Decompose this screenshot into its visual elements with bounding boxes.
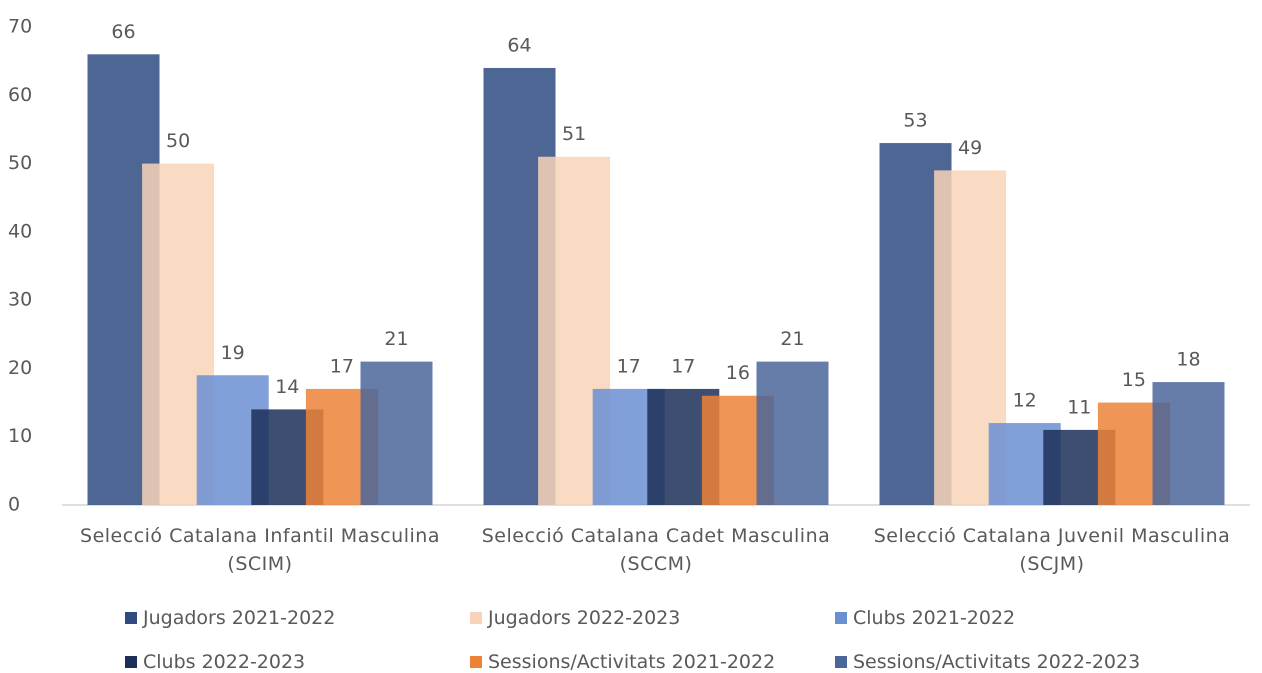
y-tick-label: 10 [8,425,32,447]
y-tick-label: 40 [8,220,32,242]
data-label: 12 [1013,390,1037,412]
y-tick-label: 60 [8,84,32,106]
legend-label: Clubs 2022-2023 [143,651,306,673]
x-tick-label: Selecció Catalana Infantil Masculina (SC… [80,525,440,575]
y-tick-label: 70 [8,16,32,38]
data-label: 64 [507,34,531,56]
data-label: 17 [617,355,641,377]
legend-label: Jugadors 2021-2022 [143,607,336,629]
data-label: 21 [384,328,408,350]
legend-label: Jugadors 2022-2023 [488,607,681,629]
legend-item: Jugadors 2021-2022 [125,605,335,631]
legend-label: Sessions/Activitats 2022-2023 [853,651,1141,673]
data-label: 21 [780,328,804,350]
legend-item: Clubs 2022-2023 [125,649,305,673]
legend-swatch [125,656,137,668]
legend-swatch [835,612,847,624]
legend-label: Sessions/Activitats 2021-2022 [488,651,776,673]
legend-item: Sessions/Activitats 2022-2023 [835,649,1140,673]
legend-label: Clubs 2021-2022 [853,607,1016,629]
data-label: 49 [958,137,982,159]
data-label: 17 [330,355,354,377]
x-tick-label: Selecció Catalana Juvenil Masculina (SCJ… [873,525,1231,575]
data-label: 19 [221,342,245,364]
data-label: 51 [562,123,586,145]
data-label: 50 [166,130,190,152]
data-label: 17 [671,355,695,377]
data-label: 14 [275,376,299,398]
data-label: 66 [111,21,135,43]
data-label: 16 [726,362,750,384]
data-label: 11 [1067,396,1091,418]
y-tick-label: 30 [8,289,32,311]
x-tick-label: Selecció Catalana Cadet Masculina (SCCM) [481,525,831,575]
bar [756,361,829,505]
data-label: 18 [1176,349,1200,371]
legend-item: Clubs 2021-2022 [835,605,1015,631]
legend-swatch [470,656,482,668]
legend-swatch [835,656,847,668]
bar [360,361,433,505]
y-tick-label: 0 [8,494,20,516]
y-tick-label: 20 [8,357,32,379]
data-label: 53 [903,110,927,132]
data-label: 15 [1122,369,1146,391]
legend-item: Jugadors 2022-2023 [470,605,680,631]
y-tick-label: 50 [8,152,32,174]
legend-swatch [470,612,482,624]
legend-swatch [125,612,137,624]
legend-item: Sessions/Activitats 2021-2022 [470,649,775,673]
bar [1152,382,1225,505]
